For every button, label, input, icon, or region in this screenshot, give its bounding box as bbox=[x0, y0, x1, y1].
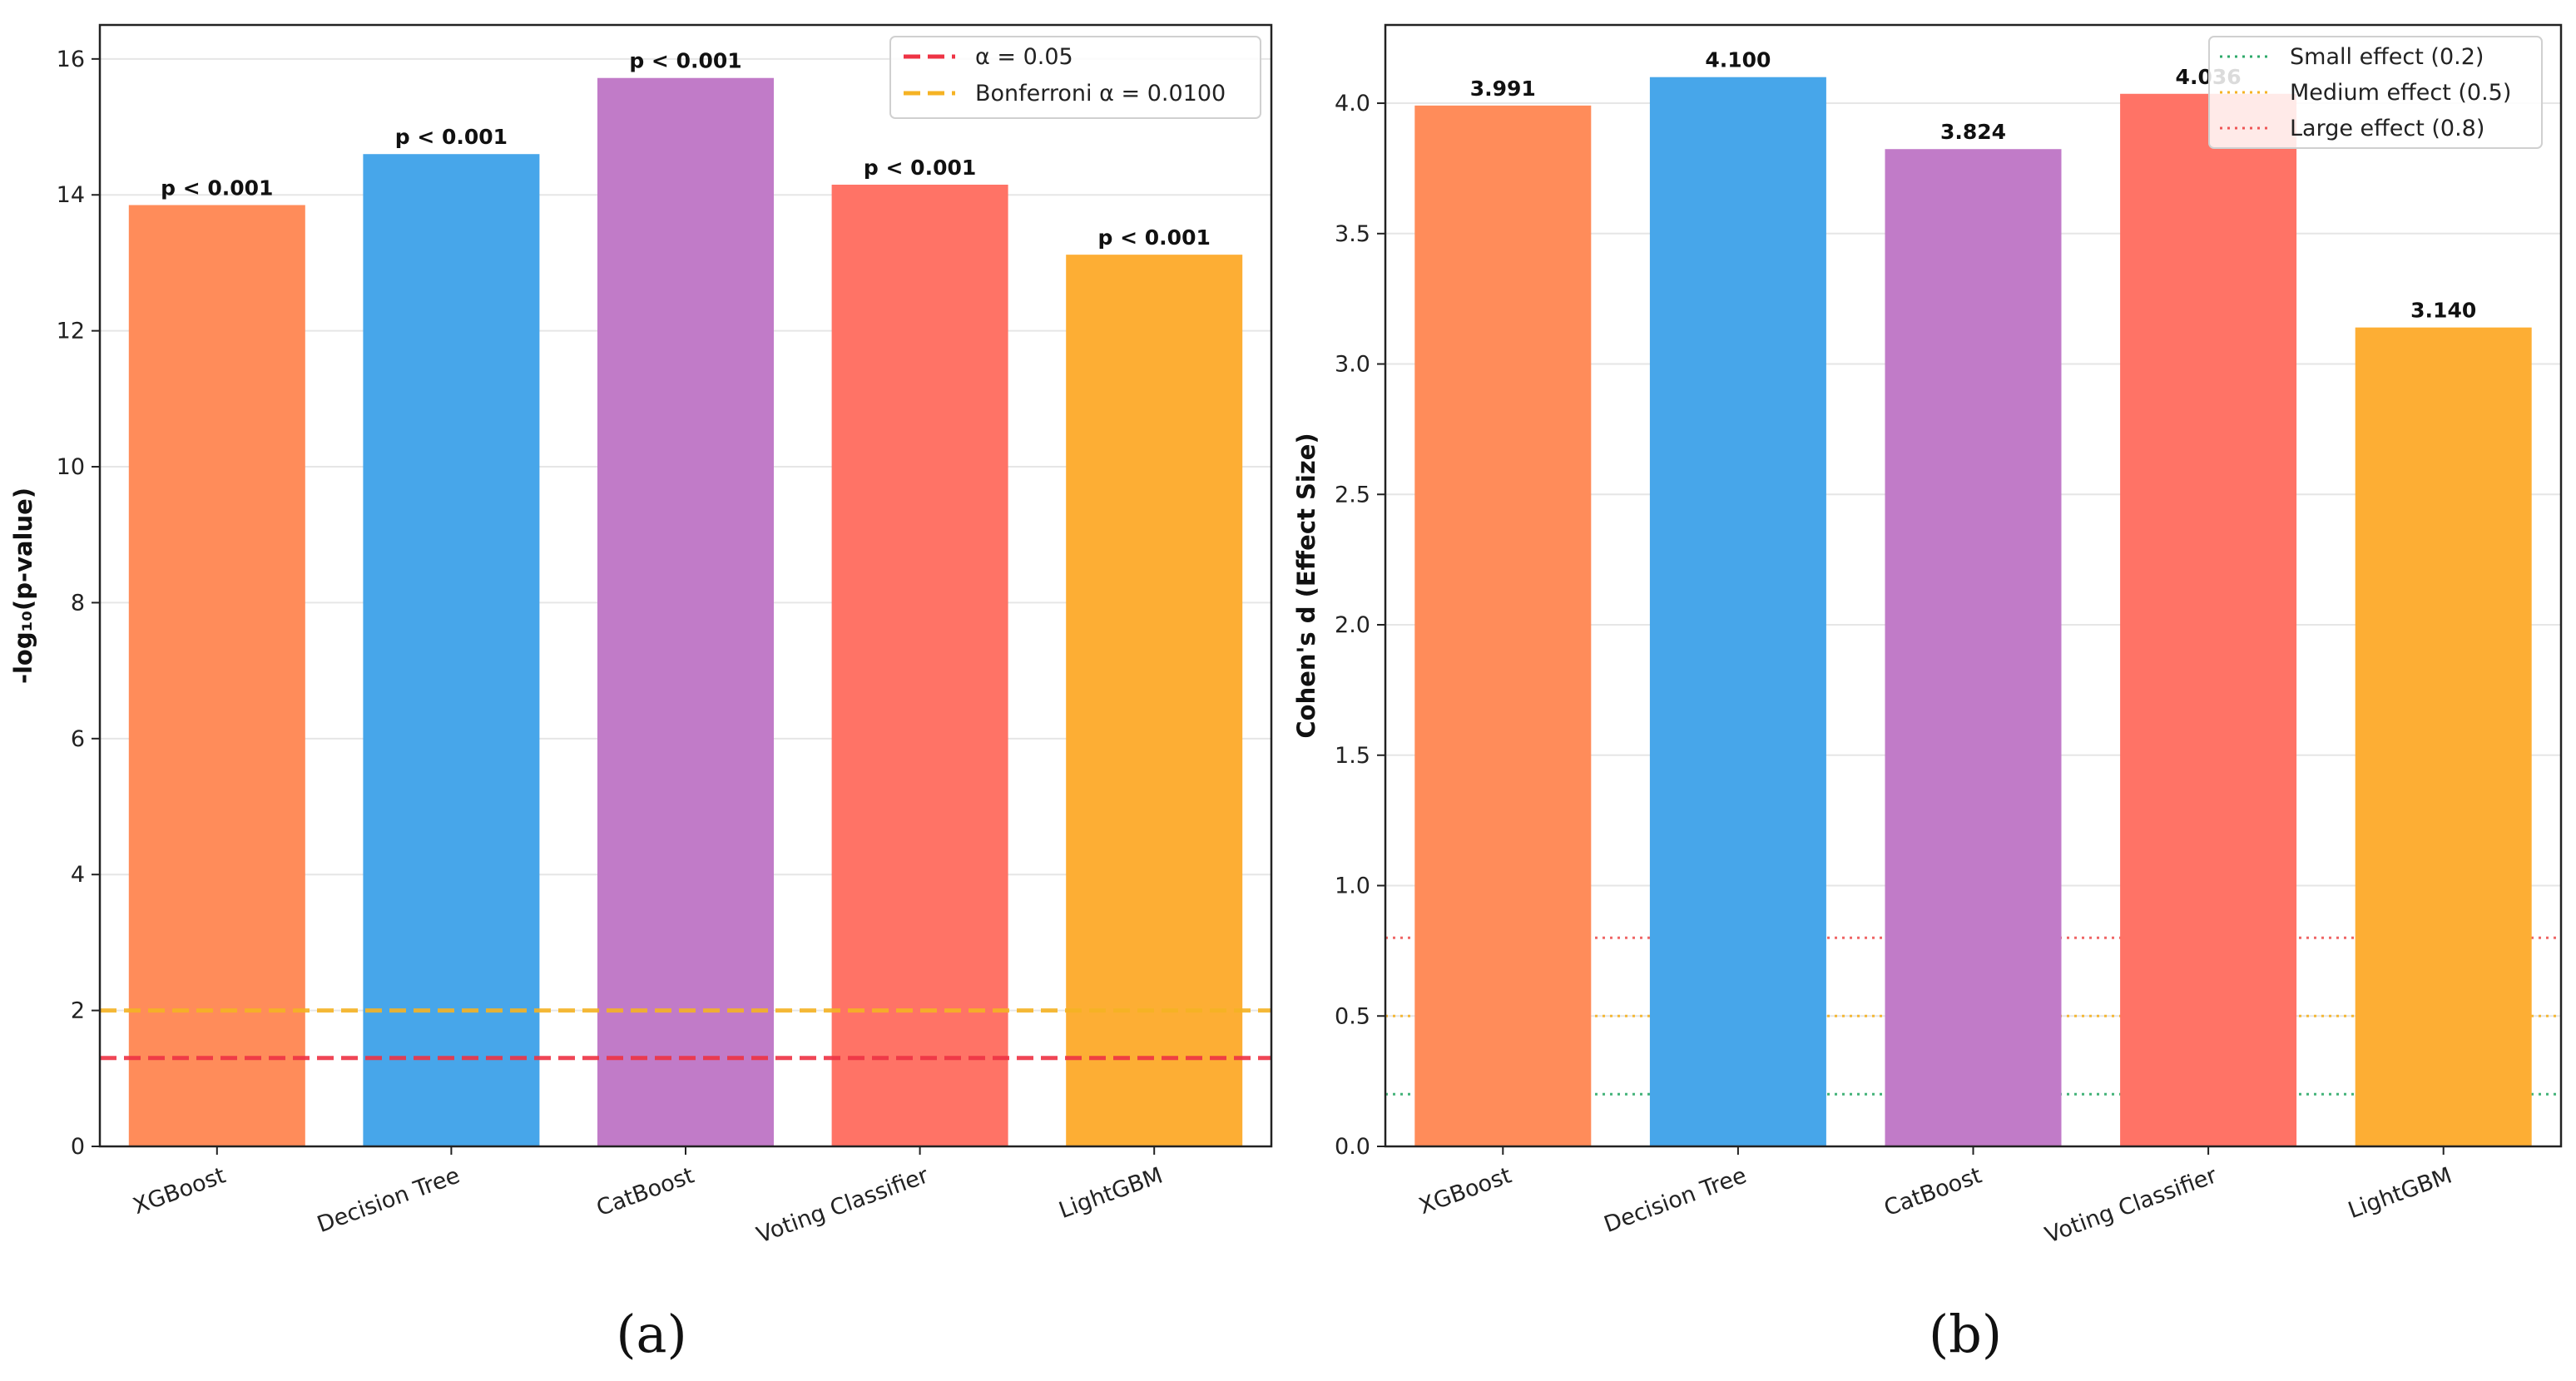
bar-value-label: 3.991 bbox=[1470, 77, 1536, 101]
y-tick-label: 1.0 bbox=[1335, 874, 1370, 899]
y-tick-label: 16 bbox=[57, 47, 85, 72]
legend-entry: Bonferroni α = 0.0100 bbox=[975, 81, 1226, 106]
legend-box bbox=[2208, 36, 2543, 149]
y-tick-label: 2 bbox=[71, 998, 85, 1024]
y-axis-title: -log₁₀(p-value) bbox=[9, 488, 37, 684]
bar-value-label: 3.140 bbox=[2410, 299, 2476, 323]
y-axis-title: Cohen's d (Effect Size) bbox=[1292, 433, 1320, 738]
bar-value-label: p < 0.001 bbox=[629, 49, 741, 73]
x-tick-label: LightGBM bbox=[1056, 1162, 1167, 1224]
bar-value-label: p < 0.001 bbox=[161, 176, 273, 200]
legend-box bbox=[889, 36, 1261, 119]
x-tick-label: Decision Tree bbox=[314, 1162, 463, 1238]
x-tick-label: LightGBM bbox=[2345, 1162, 2455, 1224]
x-tick-label: CatBoost bbox=[1880, 1162, 1984, 1221]
x-tick-label: Voting Classifier bbox=[753, 1162, 932, 1249]
y-tick-label: 1.5 bbox=[1335, 743, 1370, 769]
y-tick-label: 0.5 bbox=[1335, 1003, 1370, 1029]
y-tick-label: 10 bbox=[57, 454, 85, 480]
bar bbox=[597, 77, 774, 1146]
chart-panel-a: p < 0.001 p < 0.001 p < 0.001 p < 0.001 p < … bbox=[9, 23, 1273, 1364]
y-tick-label: 2.5 bbox=[1335, 482, 1370, 507]
y-tick-label: 6 bbox=[71, 726, 85, 752]
bar-value-label: p < 0.001 bbox=[864, 156, 976, 180]
y-tick-label: 0 bbox=[71, 1134, 85, 1160]
y-tick-label: 8 bbox=[71, 590, 85, 616]
bar bbox=[1066, 255, 1243, 1147]
bar bbox=[128, 205, 305, 1147]
y-tick-label: 2.0 bbox=[1335, 612, 1370, 638]
x-tick-label: Voting Classifier bbox=[2042, 1162, 2221, 1249]
chart-panel-b: 3.9914.1003.8244.0363.1400.00.51.01.52.0… bbox=[1292, 23, 2563, 1364]
y-tick-label: 14 bbox=[57, 182, 85, 208]
y-tick-label: 12 bbox=[57, 319, 85, 344]
x-tick-label: Decision Tree bbox=[1601, 1162, 1751, 1238]
bar bbox=[831, 184, 1008, 1146]
x-tick-label: XGBoost bbox=[130, 1162, 229, 1220]
x-tick-label: XGBoost bbox=[1415, 1162, 1514, 1220]
bar bbox=[2355, 327, 2532, 1147]
bar-value-label: 4.100 bbox=[1705, 48, 1771, 72]
y-tick-label: 3.5 bbox=[1335, 221, 1370, 247]
bar bbox=[1649, 77, 1826, 1147]
legend-entry: α = 0.05 bbox=[975, 44, 1073, 70]
bar-value-label: p < 0.001 bbox=[395, 125, 508, 149]
legend: Small effect (0.2) Medium effect (0.5) Lar… bbox=[2208, 36, 2543, 149]
legend-entry: Small effect (0.2) bbox=[2290, 44, 2484, 70]
legend-entry: Large effect (0.8) bbox=[2290, 116, 2484, 141]
panel-label: (a) bbox=[616, 1304, 686, 1364]
legend-entry: Medium effect (0.5) bbox=[2290, 80, 2511, 106]
y-tick-label: 3.0 bbox=[1335, 352, 1370, 378]
y-tick-label: 4.0 bbox=[1335, 91, 1370, 116]
panel-label: (b) bbox=[1929, 1304, 2002, 1364]
x-tick-label: CatBoost bbox=[593, 1162, 697, 1221]
bar-value-label: 3.824 bbox=[1940, 120, 2006, 144]
bar bbox=[1414, 105, 1592, 1146]
bar bbox=[363, 154, 540, 1146]
bar bbox=[2120, 93, 2297, 1146]
bar-value-label: p < 0.001 bbox=[1098, 225, 1211, 250]
legend: α = 0.05 Bonferroni α = 0.0100 bbox=[889, 36, 1261, 119]
y-tick-label: 0.0 bbox=[1335, 1134, 1370, 1160]
bar bbox=[1885, 149, 2062, 1146]
y-tick-label: 4 bbox=[71, 862, 85, 888]
